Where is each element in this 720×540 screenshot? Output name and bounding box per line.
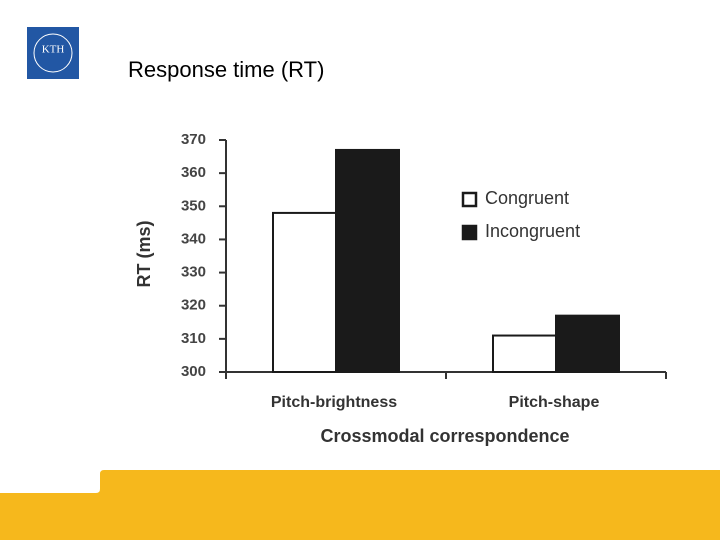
y-tick-label: 340: [181, 230, 206, 247]
y-axis-title: RT (ms): [134, 220, 154, 287]
y-tick-label: 360: [181, 164, 206, 181]
x-tick-label: Pitch-shape: [509, 394, 600, 411]
logo-ring: [33, 33, 73, 73]
bar: [492, 334, 557, 373]
y-tick-label: 320: [181, 297, 206, 314]
y-tick-label: 310: [181, 330, 206, 347]
y-tick-label: 370: [181, 131, 206, 148]
legend-swatch: [461, 224, 478, 241]
y-tick-label: 330: [181, 264, 206, 281]
logo-box: [27, 27, 79, 79]
legend-swatch: [461, 191, 478, 208]
bar: [555, 314, 620, 373]
chart: 300 310 320 330 340 350 360 370 Pitch-brightness…: [134, 131, 667, 446]
bar: [272, 211, 337, 373]
footer-band: [0, 470, 720, 540]
x-axis-title: Crossmodal correspondence: [320, 426, 569, 446]
legend-label: Incongruent: [485, 221, 580, 241]
slide-title: Response time (RT): [128, 57, 324, 82]
x-tick-label: Pitch-brightness: [271, 394, 397, 411]
logo-text: KTH: [42, 44, 65, 56]
y-tick-label: 300: [181, 363, 206, 380]
y-tick-label: 350: [181, 197, 206, 214]
bar: [335, 148, 400, 373]
legend-label: Congruent: [485, 188, 569, 208]
